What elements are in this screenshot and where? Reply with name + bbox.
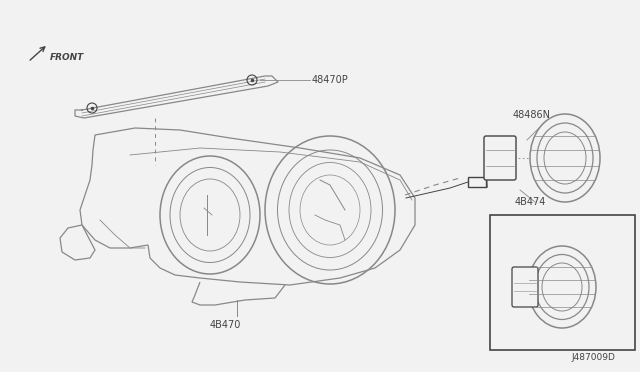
Polygon shape — [60, 225, 95, 260]
Text: FRONT: FRONT — [50, 53, 84, 62]
Text: 4B474: 4B474 — [515, 197, 546, 207]
Text: J487009D: J487009D — [571, 353, 615, 362]
Polygon shape — [75, 76, 278, 118]
Ellipse shape — [528, 246, 596, 328]
FancyBboxPatch shape — [468, 177, 486, 187]
Text: 48486N: 48486N — [513, 110, 551, 120]
FancyBboxPatch shape — [484, 136, 516, 180]
Ellipse shape — [530, 114, 600, 202]
Text: 4B470: 4B470 — [210, 320, 241, 330]
Text: 4WD: 4WD — [496, 225, 524, 235]
Text: 48470P: 48470P — [312, 75, 349, 85]
Polygon shape — [80, 128, 415, 285]
FancyBboxPatch shape — [512, 267, 538, 307]
Bar — [490, 215, 635, 350]
Text: 4B474: 4B474 — [547, 341, 579, 351]
